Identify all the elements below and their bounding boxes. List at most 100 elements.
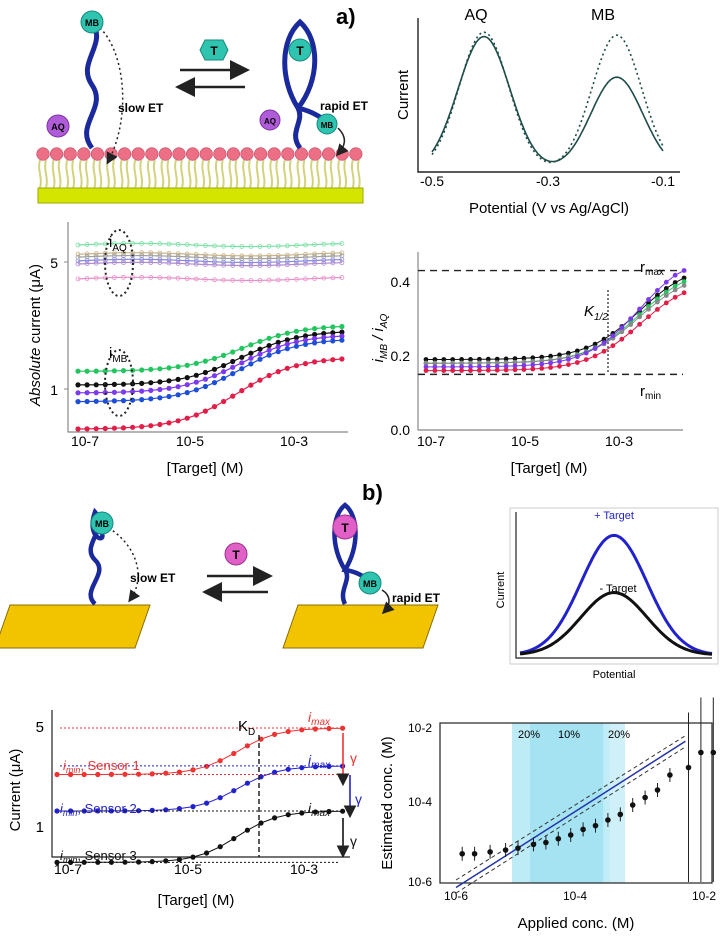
imb-point-green [166, 365, 172, 371]
sensor-point [68, 771, 74, 778]
sensors-axes [51, 710, 350, 858]
sensor-point [54, 808, 60, 814]
voltammogram-a-chart: AQ MB -0.5 -0.3 -0.1 Potential (V vs Ag/… [395, 7, 680, 217]
imb-point-purple [339, 333, 345, 339]
lipid-tail [112, 159, 116, 189]
est-point [654, 787, 661, 793]
lipid-tail [255, 159, 260, 189]
ratio-point-grey [628, 322, 634, 327]
iaq-point-purple [266, 262, 272, 268]
iaq-point-tan [84, 251, 90, 257]
imb-point-purple [84, 390, 90, 396]
imb-point-red [302, 361, 309, 367]
iaq-point-purple [75, 261, 81, 267]
imb-point-blue [102, 398, 108, 404]
iaq-point-pink [339, 275, 345, 280]
iaq-point-green [121, 240, 126, 246]
iaq-point-purple [93, 260, 99, 266]
imb-point-black [75, 382, 81, 388]
iaq-point-purple [121, 260, 126, 265]
ratio-point-purple [583, 350, 589, 356]
ratio-xtick-0: 10-7 [417, 433, 445, 449]
est-ytick-0: 10-6 [408, 875, 432, 889]
imb-point-green [339, 323, 345, 330]
ratio-point-red [485, 367, 491, 373]
iaq-point-blue [84, 258, 90, 263]
iaq-ellipse [104, 229, 134, 297]
imb-point-purple [293, 339, 299, 345]
lipid-tail [310, 159, 314, 189]
iaq-series-green [77, 242, 342, 248]
ratio-axes [417, 252, 683, 431]
iaq-point-blue [293, 258, 299, 264]
iaq-point-pink [75, 276, 81, 282]
imb-point-red [257, 377, 263, 383]
ratio-point-grey [637, 314, 642, 320]
sensor-point [217, 758, 223, 764]
imb-point-red [266, 372, 272, 379]
sensor-point [176, 806, 182, 812]
iaq-annotation: iAQ [109, 234, 127, 254]
ratio-point-red [663, 300, 669, 306]
iaq-point-tan [303, 251, 308, 257]
imb-point-purple [248, 355, 254, 361]
dna-strand-left [84, 20, 100, 150]
imb-point-blue [239, 366, 245, 372]
iaq-series-purple [77, 261, 342, 267]
mb-label-left: MB [85, 18, 99, 28]
mb-label-b-right: MB [363, 579, 377, 589]
iaq-point-green [175, 241, 181, 247]
iaq-point-pink [239, 277, 245, 283]
imb-point-blue [284, 346, 290, 352]
ratio-point-black [663, 286, 669, 291]
ratio-point-black [601, 336, 607, 342]
imb-point-green [266, 335, 272, 341]
imb-point-black [157, 379, 163, 385]
sensor-point [136, 771, 142, 777]
ratio-point-purple [441, 364, 447, 370]
lipid-tail [214, 159, 219, 189]
imb-point-black [330, 330, 336, 336]
iaq-point-blue [230, 259, 236, 265]
ratio-point-red [530, 366, 536, 372]
ratio-point-purple [503, 363, 509, 369]
ratio-xtick-2: 10-3 [605, 433, 633, 449]
iaq-point-pink [175, 275, 181, 281]
est-fit-line [455, 740, 686, 889]
sensor-point [326, 725, 332, 732]
abs-axes [67, 222, 348, 433]
lipid-tail [78, 159, 83, 189]
iaq-point-blue [112, 257, 117, 262]
lipid-tail [139, 159, 144, 189]
iaq-point-tan [248, 253, 254, 259]
slow-et-arrow [91, 21, 124, 165]
voltammogram-b-chart: + Target - Target Current Potential [495, 507, 719, 681]
imb-point-blue [184, 390, 190, 396]
ratio-series-group [423, 268, 687, 373]
iaq-point-pink [212, 277, 217, 283]
ratio-point-black [423, 357, 429, 362]
lipid-tail [51, 159, 56, 189]
est-point [592, 822, 599, 829]
ratio-point-black [681, 275, 687, 281]
imb-point-purple [230, 364, 236, 370]
slow-et-label-b: slow ET [130, 571, 176, 585]
imb-point-black [120, 381, 127, 387]
iaq-point-blue [275, 259, 281, 265]
rmax-label: rmax [640, 259, 664, 278]
iaq-point-green [221, 243, 227, 249]
sensor3-imax-label: imax [308, 800, 331, 819]
lipid-tail [71, 159, 76, 189]
iaq-point-pink [257, 277, 263, 283]
sensor-point [299, 765, 305, 771]
sensor-point [244, 827, 250, 833]
imb-point-red [139, 424, 145, 430]
iaq-point-blue [202, 258, 208, 264]
ratio-point-black [566, 350, 571, 356]
ratio-point-purple [663, 279, 669, 285]
iaq-point-green [330, 241, 336, 247]
band-label-1: 10% [558, 729, 580, 741]
iaq-point-green [339, 241, 345, 247]
iaq-point-blue [330, 257, 336, 263]
iaq-point-purple [202, 262, 208, 267]
